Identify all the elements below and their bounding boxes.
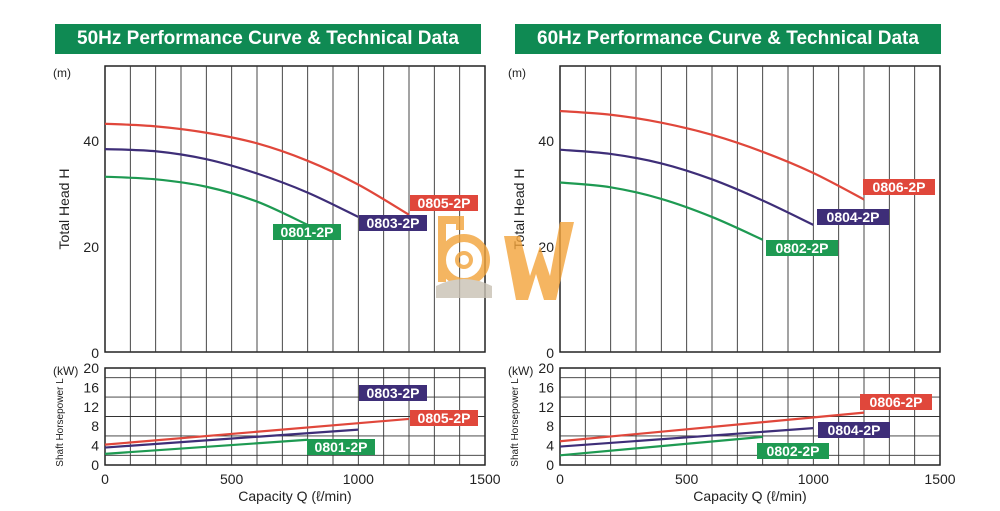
head-y-axis-label: Total Head H	[511, 169, 527, 250]
chart-title-60hz: 60Hz Performance Curve & Technical Data	[515, 24, 941, 54]
power-unit-label: (kW)	[53, 364, 78, 378]
power-y-axis-label: Shaft Horsepower L	[510, 378, 521, 467]
head-series-label-bg-0801-2P	[273, 224, 341, 240]
head-series-label-0803-2P: 0803-2P	[367, 215, 420, 231]
head-curve-0803-2P	[104, 148, 359, 218]
power-y-tick-label: 12	[538, 399, 554, 415]
x-tick-label: 1000	[343, 471, 374, 487]
head-y-tick-label: 0	[546, 345, 554, 361]
power-series-label-0805-2P: 0805-2P	[418, 410, 471, 426]
power-unit-label: (kW)	[508, 364, 533, 378]
x-tick-label: 500	[675, 471, 699, 487]
head-plot-area	[104, 65, 486, 353]
x-tick-label: 500	[220, 471, 244, 487]
power-series-label-0804-2P: 0804-2P	[828, 422, 881, 438]
x-tick-label: 1000	[798, 471, 829, 487]
head-series-label-bg-0803-2P	[359, 215, 427, 231]
power-series-label-0801-2P: 0801-2P	[315, 439, 368, 455]
chart-50hz: 50Hz Performance Curve & Technical Data …	[53, 24, 500, 504]
head-unit-label: (m)	[508, 66, 526, 80]
power-y-tick-label: 12	[83, 399, 99, 415]
power-series-label-bg-0805-2P	[410, 410, 478, 426]
x-tick-label: 0	[101, 471, 109, 487]
power-y-tick-label: 20	[83, 360, 99, 376]
head-series-label-0802-2P: 0802-2P	[776, 240, 829, 256]
head-y-tick-label: 40	[83, 133, 99, 149]
head-y-tick-label: 20	[83, 239, 99, 255]
x-tick-label: 1500	[924, 471, 955, 487]
power-series-label-bg-0803-2P	[359, 385, 427, 401]
x-tick-label: 0	[556, 471, 564, 487]
head-curve-0806-2P	[559, 109, 865, 201]
head-curve-0805-2P	[104, 122, 410, 216]
head-y-axis-label: Total Head H	[56, 169, 72, 250]
head-series-label-0805-2P: 0805-2P	[418, 195, 471, 211]
power-y-tick-label: 16	[538, 379, 554, 395]
power-line-0803-2P	[104, 428, 359, 449]
power-series-label-bg-0804-2P	[818, 422, 890, 438]
head-unit-label: (m)	[53, 66, 71, 80]
power-series-label-0803-2P: 0803-2P	[367, 385, 420, 401]
power-series-label-bg-0801-2P	[307, 439, 375, 455]
head-curve-0804-2P	[559, 148, 814, 226]
power-y-tick-label: 8	[546, 418, 554, 434]
x-axis-label: Capacity Q (ℓ/min)	[693, 488, 806, 504]
power-y-tick-label: 4	[546, 438, 554, 454]
power-y-tick-label: 4	[91, 438, 99, 454]
head-series-label-0801-2P: 0801-2P	[281, 224, 334, 240]
power-y-tick-label: 0	[91, 457, 99, 473]
power-series-label-bg-0802-2P	[757, 443, 829, 459]
power-series-label-bg-0806-2P	[860, 394, 932, 410]
head-series-label-0806-2P: 0806-2P	[873, 179, 926, 195]
power-series-label-0806-2P: 0806-2P	[870, 394, 923, 410]
power-line-0802-2P	[559, 435, 763, 457]
power-series-label-0802-2P: 0802-2P	[767, 443, 820, 459]
chart-60hz: 60Hz Performance Curve & Technical Data …	[500, 0, 1000, 511]
x-tick-label: 1500	[469, 471, 500, 487]
power-y-tick-label: 16	[83, 379, 99, 395]
power-y-axis-label: Shaft Horsepower L	[55, 378, 66, 467]
power-y-tick-label: 20	[538, 360, 554, 376]
power-line-0804-2P	[559, 427, 814, 448]
power-line-0806-2P	[559, 411, 865, 443]
head-series-label-bg-0802-2P	[766, 240, 838, 256]
chart-title-50hz: 50Hz Performance Curve & Technical Data	[55, 24, 481, 54]
head-y-tick-label: 20	[538, 239, 554, 255]
head-y-tick-label: 40	[538, 133, 554, 149]
head-series-label-0804-2P: 0804-2P	[827, 209, 880, 225]
power-line-0805-2P	[104, 417, 410, 446]
power-y-tick-label: 0	[546, 457, 554, 473]
head-curve-0802-2P	[559, 181, 764, 241]
head-series-label-bg-0805-2P	[410, 195, 478, 211]
head-y-tick-label: 0	[91, 345, 99, 361]
head-series-label-bg-0804-2P	[817, 209, 889, 225]
power-line-0801-2P	[104, 438, 308, 455]
x-axis-label: Capacity Q (ℓ/min)	[238, 488, 351, 504]
brand-watermark-logo	[436, 216, 574, 300]
head-curve-0801-2P	[104, 175, 309, 226]
head-series-label-bg-0806-2P	[863, 179, 935, 195]
power-y-tick-label: 8	[91, 418, 99, 434]
